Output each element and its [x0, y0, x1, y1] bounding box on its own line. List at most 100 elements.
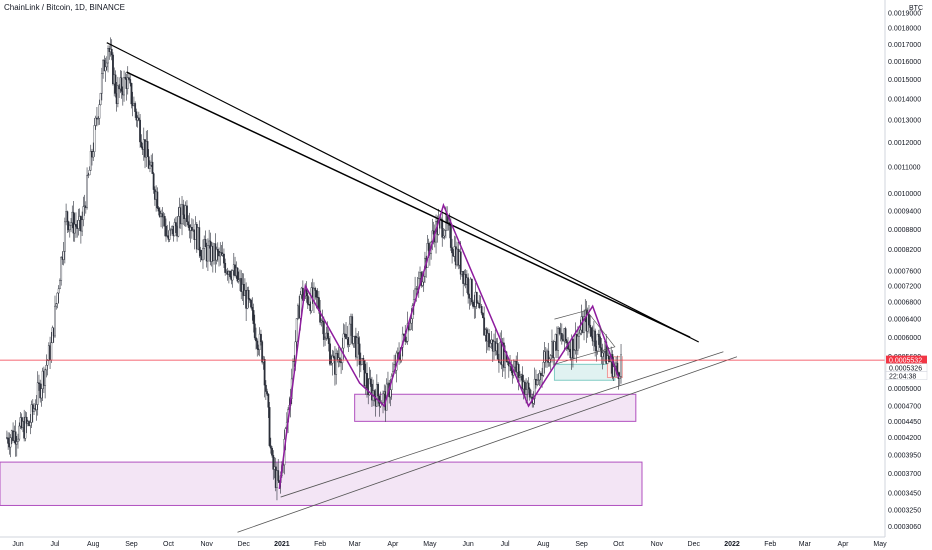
candle-body — [75, 224, 77, 227]
candle-body — [473, 306, 476, 308]
candle-body — [266, 391, 269, 395]
candle-body — [216, 249, 219, 252]
candle-body — [389, 389, 392, 398]
candle-body — [151, 161, 154, 174]
candle-body — [237, 279, 240, 282]
time-tick-label: Sep — [125, 541, 138, 548]
candle-body — [86, 175, 88, 208]
candle-body — [44, 369, 47, 386]
local-triangle — [554, 310, 616, 365]
time-tick-label: 2022 — [724, 541, 740, 548]
candle-body — [146, 141, 149, 157]
time-tick-label: May — [873, 541, 887, 548]
candle-body — [441, 219, 444, 238]
candle-body — [35, 404, 38, 410]
candle-body — [356, 337, 359, 358]
candle-body — [525, 389, 527, 395]
price-tick-label: 0.0014000 — [888, 96, 921, 103]
time-tick-label: Feb — [764, 541, 776, 548]
candle-body — [537, 379, 540, 381]
time-tick-label: Mar — [349, 541, 362, 548]
candle-body — [260, 333, 262, 342]
candle-body — [187, 221, 190, 226]
candle-body — [70, 222, 72, 226]
candle-body — [165, 226, 167, 237]
candle-body — [72, 211, 75, 234]
candle-body — [268, 407, 271, 446]
time-tick-label: Mar — [799, 541, 812, 548]
candle-body — [182, 204, 185, 215]
candle-body — [110, 48, 113, 56]
time-tick-label: Jun — [12, 541, 23, 548]
candle-body — [483, 317, 486, 336]
candle-body — [321, 320, 324, 322]
time-tick-label: Dec — [237, 541, 250, 548]
candle-body — [459, 251, 462, 275]
time-tick-label: Jun — [462, 541, 473, 548]
candle-body — [443, 230, 446, 237]
candle-body — [92, 151, 95, 158]
candle-body — [319, 310, 322, 323]
candle-body — [590, 327, 593, 337]
candle-body — [558, 328, 561, 334]
candle-body — [99, 93, 102, 105]
candle-body — [258, 333, 261, 350]
candle-body — [405, 340, 408, 342]
candle-body — [496, 343, 499, 360]
candle-body — [177, 216, 180, 237]
price-tick-label: 0.0004200 — [888, 435, 921, 442]
candle-body — [134, 103, 137, 112]
candle-body — [553, 341, 556, 358]
candle-body — [107, 48, 109, 64]
candle-body — [488, 333, 490, 348]
candle-body — [82, 206, 85, 220]
candle-body — [7, 437, 10, 444]
candle-body — [472, 301, 474, 307]
candle-body — [129, 79, 132, 84]
candle-body — [601, 352, 604, 357]
price-tick-label: 0.0019000 — [888, 11, 921, 18]
candle-body — [539, 373, 542, 376]
candle-body — [467, 277, 470, 295]
candle-body — [527, 382, 530, 390]
price-tick-label: 0.0006800 — [888, 300, 921, 307]
time-tick-label: Jul — [501, 541, 510, 548]
candle-body — [548, 358, 551, 363]
candle-body — [161, 213, 164, 218]
candle-body — [63, 221, 66, 252]
candle-body — [564, 328, 567, 341]
candle-body — [470, 278, 473, 303]
time-tick-label: Sep — [575, 541, 588, 548]
candle-body — [55, 303, 58, 307]
candle-body — [583, 316, 585, 333]
candle-body — [202, 248, 204, 261]
price-tick-label: 0.0003950 — [888, 452, 921, 459]
candle-body — [620, 354, 622, 377]
price-tick-label: 0.0004450 — [888, 419, 921, 426]
candle-body — [327, 338, 330, 344]
candle-body — [299, 294, 302, 319]
candle-body — [100, 73, 103, 94]
candle-body — [242, 284, 245, 296]
candle-body — [517, 364, 520, 378]
countdown-tag — [885, 371, 928, 380]
price-tick-label: 0.0017000 — [888, 42, 921, 49]
candle-body — [93, 125, 96, 152]
candle-body — [351, 316, 354, 344]
candle-body — [597, 334, 600, 337]
candle-body — [66, 211, 69, 222]
candle-body — [126, 77, 129, 89]
candle-body — [59, 280, 61, 290]
candle-body — [236, 267, 239, 282]
candle-body — [255, 337, 257, 342]
candle-body — [606, 355, 609, 364]
candle-body — [335, 353, 338, 375]
candle-body — [406, 323, 409, 342]
candle-body — [547, 350, 550, 363]
candle-body — [251, 307, 254, 311]
candle-body — [267, 393, 270, 408]
candle-body — [114, 74, 117, 94]
candle-body — [536, 380, 539, 386]
